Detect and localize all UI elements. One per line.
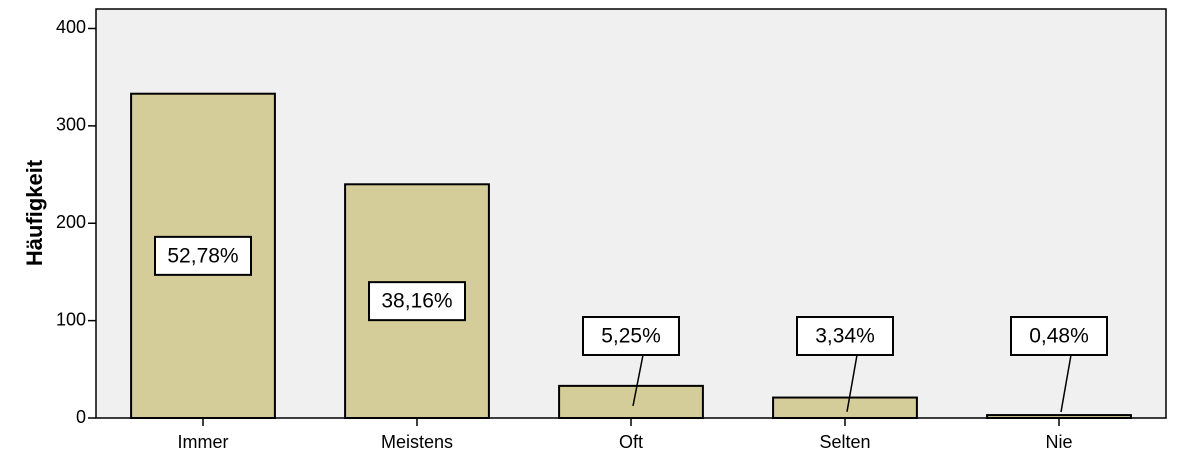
bar	[772, 396, 918, 419]
x-tick-label: Nie	[1045, 432, 1072, 452]
y-axis: 0 100 200 300 400	[56, 17, 96, 427]
data-label-box	[154, 235, 252, 276]
x-axis: Immer Meistens Oft Selten Nie	[178, 418, 1073, 452]
data-label-box	[582, 316, 680, 356]
x-tick-label: Selten	[819, 432, 870, 452]
data-label: 38,16%	[381, 290, 452, 313]
data-label-box	[1010, 316, 1108, 356]
data-labels-group: 52,78% 38,16% 5,25% 3,34% 0,48%	[154, 235, 1108, 413]
data-label: 3,34%	[815, 325, 875, 348]
y-tick-label: 0	[76, 407, 86, 427]
bar	[986, 414, 1132, 420]
data-label-leader	[1060, 354, 1072, 413]
y-axis-label: Häufigkeit	[22, 159, 47, 266]
x-tick-label: Oft	[619, 432, 643, 452]
y-tick-label: 300	[56, 115, 86, 135]
data-label-leader	[632, 354, 644, 407]
bar	[558, 384, 704, 420]
y-tick-label: 200	[56, 212, 86, 232]
data-label: 52,78%	[167, 244, 238, 267]
x-tick-label: Meistens	[381, 432, 453, 452]
data-label-leader	[846, 354, 858, 412]
x-tick-label: Immer	[178, 432, 229, 452]
data-label: 0,48%	[1029, 325, 1089, 348]
data-label-box	[796, 316, 894, 356]
y-tick-label: 400	[56, 17, 86, 37]
data-label-box	[368, 281, 466, 322]
data-label: 5,25%	[601, 325, 661, 348]
y-tick-label: 100	[56, 309, 86, 329]
